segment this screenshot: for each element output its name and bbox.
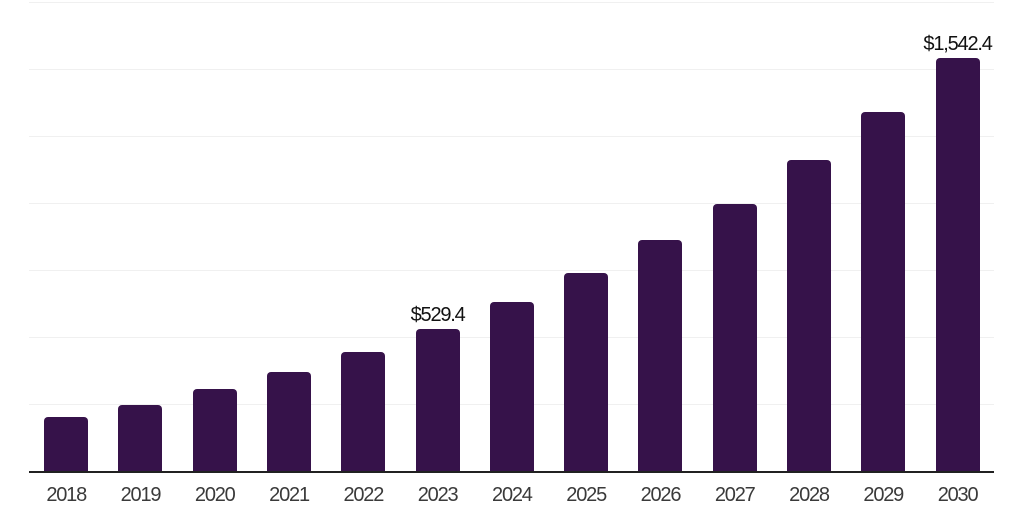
- bar-2029: [861, 111, 906, 472]
- gridline-1500: [29, 69, 994, 70]
- bar-2021: [267, 372, 312, 472]
- x-tick-label-2030: 2030: [937, 484, 979, 506]
- x-tick-label-2026: 2026: [640, 484, 682, 506]
- bar-2019: [118, 405, 163, 472]
- bar-2027: [712, 204, 757, 472]
- x-tick-label-2018: 2018: [46, 484, 87, 506]
- gridline-750: [29, 270, 994, 271]
- x-tick-label-2024: 2024: [492, 484, 533, 506]
- x-tick-label-2019: 2019: [120, 484, 162, 506]
- bar-2025: [564, 273, 609, 472]
- bar-2018: [44, 417, 89, 472]
- x-tick-label-2029: 2029: [863, 484, 904, 506]
- gridline-1250: [29, 136, 994, 137]
- x-tick-label-2022: 2022: [343, 484, 384, 506]
- x-tick-label-2020: 2020: [194, 484, 236, 506]
- bar-2030: [935, 57, 980, 472]
- x-tick-label-2028: 2028: [789, 484, 830, 506]
- bar-2024: [489, 302, 534, 472]
- x-tick-label-2021: 2021: [269, 484, 310, 506]
- x-tick-label-2023: 2023: [417, 484, 459, 506]
- gridline-1750: [29, 2, 994, 3]
- x-tick-label-2027: 2027: [714, 484, 756, 506]
- data-label-2023: $529.4: [410, 304, 466, 327]
- data-label-2030: $1,542.4: [923, 32, 992, 55]
- bar-2023: [415, 329, 460, 472]
- x-tick-label-2025: 2025: [566, 484, 607, 506]
- bar-2020: [192, 389, 237, 472]
- bar-2026: [638, 240, 683, 472]
- gridline-1000: [29, 203, 994, 204]
- bar-2028: [787, 160, 831, 472]
- x-axis-line: [29, 470, 994, 473]
- bar-2022: [341, 352, 386, 472]
